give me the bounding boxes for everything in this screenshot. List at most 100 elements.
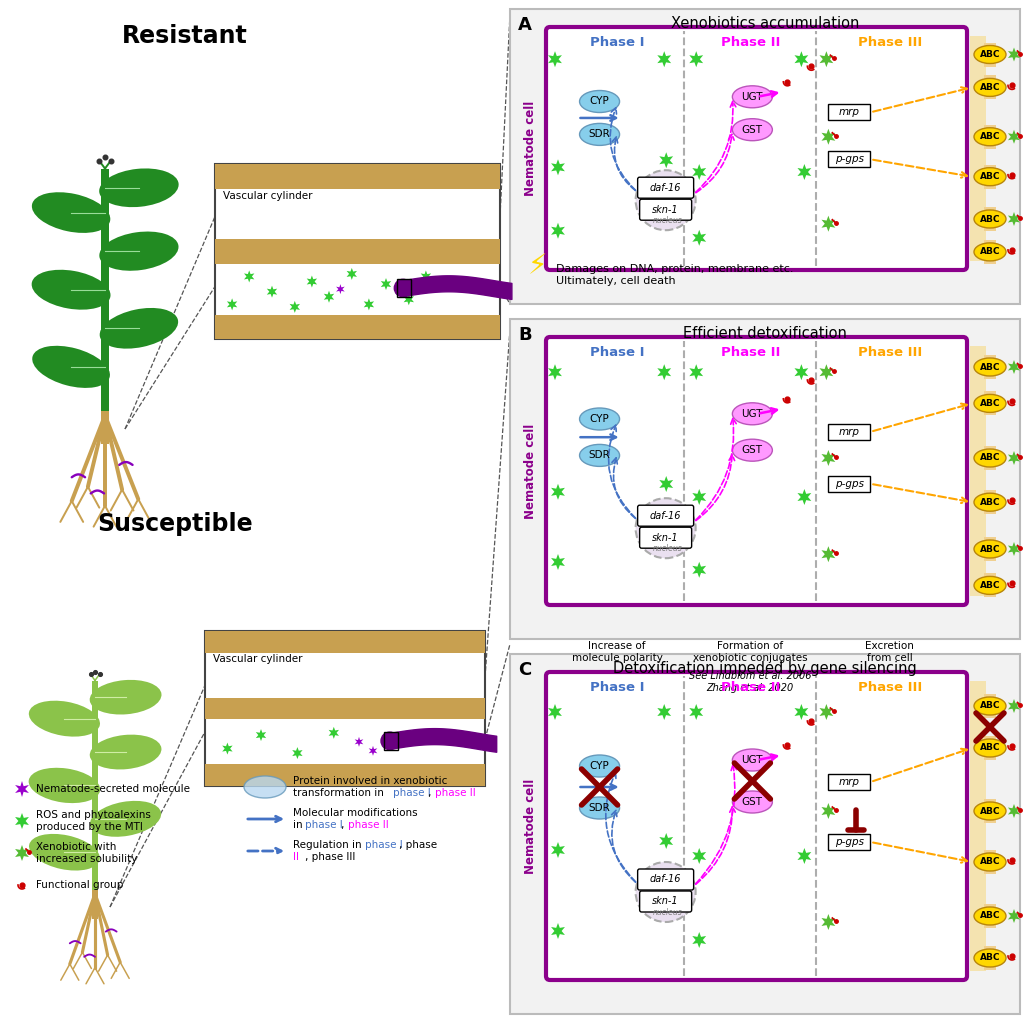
Polygon shape	[821, 450, 836, 466]
Text: SDR: SDR	[589, 451, 610, 461]
Text: Ultimately, cell death: Ultimately, cell death	[556, 276, 676, 286]
Polygon shape	[15, 813, 29, 829]
Text: Xenobiotics accumulation: Xenobiotics accumulation	[671, 16, 859, 31]
Ellipse shape	[974, 853, 1006, 871]
Text: C: C	[518, 662, 531, 679]
Text: CYP: CYP	[590, 414, 609, 424]
Text: Increase of
molecule polarity: Increase of molecule polarity	[571, 641, 663, 663]
Polygon shape	[692, 932, 707, 948]
Bar	[970, 346, 986, 596]
Text: Nematode cell: Nematode cell	[524, 778, 538, 873]
Ellipse shape	[974, 210, 1006, 228]
Ellipse shape	[244, 776, 286, 798]
Text: nucleus: nucleus	[652, 216, 683, 225]
Text: ,: ,	[428, 788, 434, 798]
Polygon shape	[354, 737, 364, 746]
Ellipse shape	[974, 739, 1006, 757]
Polygon shape	[692, 848, 707, 864]
Polygon shape	[256, 729, 266, 741]
Bar	[510, 654, 1020, 1014]
Ellipse shape	[974, 802, 1006, 820]
Text: GST: GST	[741, 797, 763, 807]
Text: nucleus: nucleus	[652, 544, 683, 553]
Bar	[984, 850, 996, 874]
Bar	[984, 446, 996, 470]
Text: nucleus: nucleus	[652, 908, 683, 918]
Bar	[984, 799, 996, 823]
Text: p-gps: p-gps	[835, 479, 864, 488]
Polygon shape	[692, 489, 707, 505]
Text: ABC: ABC	[980, 545, 1000, 554]
Polygon shape	[1008, 360, 1020, 374]
Text: p-gps: p-gps	[835, 837, 864, 847]
Text: Nematode cell: Nematode cell	[524, 423, 538, 518]
Bar	[970, 36, 986, 261]
Text: ⚡: ⚡	[528, 252, 548, 280]
Polygon shape	[346, 268, 357, 280]
Polygon shape	[692, 164, 707, 180]
Polygon shape	[548, 51, 562, 68]
Text: Phase II: Phase II	[721, 681, 780, 694]
Ellipse shape	[732, 119, 772, 140]
FancyBboxPatch shape	[546, 672, 967, 980]
Ellipse shape	[32, 269, 111, 309]
Bar	[92, 890, 98, 919]
Polygon shape	[689, 51, 703, 68]
Text: Phase II: Phase II	[721, 346, 780, 359]
Polygon shape	[659, 833, 673, 849]
Text: ABC: ABC	[980, 83, 1000, 92]
Text: Phase I: Phase I	[590, 346, 644, 359]
Ellipse shape	[580, 408, 620, 430]
Polygon shape	[336, 284, 345, 294]
Text: Phase I: Phase I	[590, 36, 644, 49]
Ellipse shape	[32, 346, 110, 388]
Ellipse shape	[29, 834, 99, 870]
Bar	[384, 732, 397, 750]
FancyBboxPatch shape	[640, 527, 691, 548]
Polygon shape	[821, 216, 836, 231]
Polygon shape	[329, 727, 339, 739]
Bar	[510, 319, 1020, 639]
Circle shape	[636, 499, 695, 558]
Text: daf-16: daf-16	[650, 511, 681, 520]
Text: mrp: mrp	[839, 777, 860, 787]
Polygon shape	[1008, 909, 1020, 923]
Ellipse shape	[90, 801, 161, 837]
Ellipse shape	[732, 791, 772, 813]
Text: mrp: mrp	[839, 108, 860, 118]
Text: Phase III: Phase III	[857, 346, 922, 359]
Text: Efficient detoxification: Efficient detoxification	[683, 326, 847, 341]
Polygon shape	[548, 705, 562, 720]
Bar	[984, 355, 996, 379]
Ellipse shape	[974, 243, 1006, 261]
Text: UGT: UGT	[741, 92, 763, 101]
FancyBboxPatch shape	[546, 27, 967, 270]
Polygon shape	[290, 301, 300, 313]
Text: ABC: ABC	[980, 172, 1000, 181]
Polygon shape	[657, 705, 671, 720]
Polygon shape	[1008, 542, 1020, 556]
Bar	[205, 697, 485, 719]
Ellipse shape	[99, 168, 178, 207]
Text: transformation in: transformation in	[293, 788, 387, 798]
Polygon shape	[798, 164, 811, 180]
Bar	[397, 280, 411, 297]
Polygon shape	[364, 298, 374, 310]
Polygon shape	[227, 298, 238, 310]
Polygon shape	[551, 483, 565, 500]
Text: Nematode cell: Nematode cell	[524, 101, 538, 197]
Polygon shape	[292, 748, 303, 759]
Ellipse shape	[99, 231, 178, 270]
Text: CYP: CYP	[590, 761, 609, 771]
Bar	[984, 537, 996, 561]
Polygon shape	[421, 270, 431, 283]
Polygon shape	[403, 293, 414, 305]
FancyBboxPatch shape	[638, 505, 693, 526]
Bar	[970, 681, 986, 971]
Text: Detoxification impeded by gene silencing: Detoxification impeded by gene silencing	[613, 662, 916, 676]
Polygon shape	[551, 842, 565, 858]
Ellipse shape	[974, 907, 1006, 925]
Polygon shape	[689, 365, 703, 380]
Bar	[828, 834, 870, 850]
Text: Vascular cylinder: Vascular cylinder	[213, 654, 302, 664]
